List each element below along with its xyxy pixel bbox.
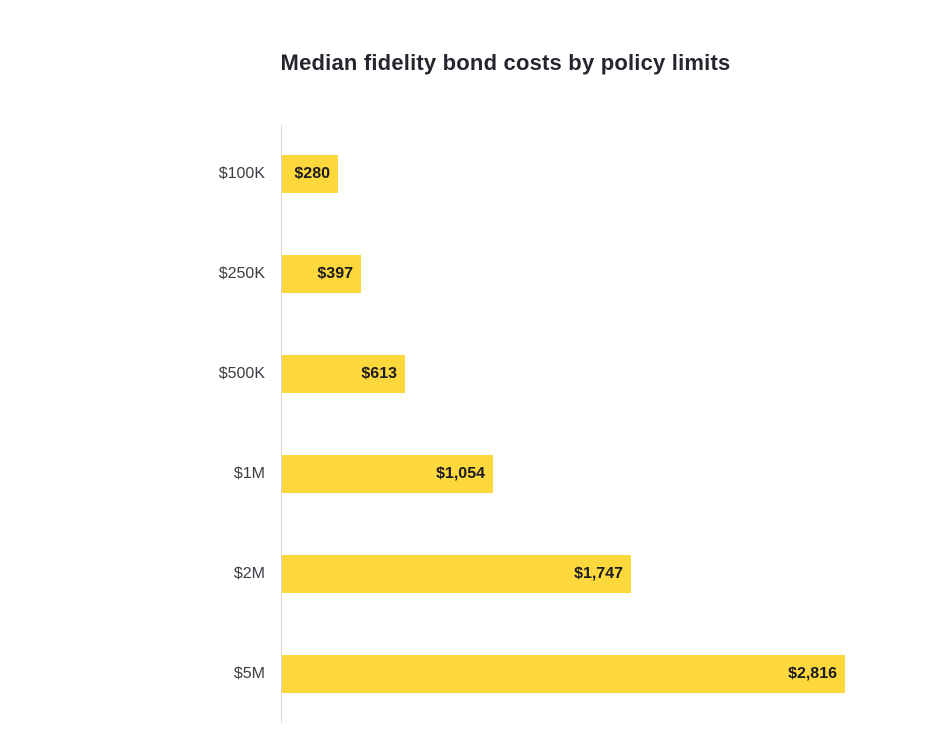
category-label: $100K [218, 165, 265, 182]
y-axis-line [281, 125, 282, 723]
bar-row: $5M $2,816 [0, 655, 935, 693]
bar-row: $250K $397 [0, 255, 935, 293]
bar: $2,816 [282, 655, 845, 693]
category-label: $1M [233, 465, 265, 482]
value-label: $1,747 [574, 565, 623, 582]
category-label: $500K [218, 365, 265, 382]
value-label: $397 [317, 265, 353, 282]
bar-row: $1M $1,054 [0, 455, 935, 493]
chart-title: Median fidelity bond costs by policy lim… [280, 50, 731, 75]
bar-row: $2M $1,747 [0, 555, 935, 593]
bar: $397 [282, 255, 361, 293]
value-label: $2,816 [788, 665, 837, 682]
bar-row: $100K $280 [0, 155, 935, 193]
category-label: $250K [218, 265, 265, 282]
category-label: $5M [233, 665, 265, 682]
bar: $613 [282, 355, 405, 393]
bar: $1,747 [282, 555, 631, 593]
bar: $280 [282, 155, 338, 193]
category-label: $2M [233, 565, 265, 582]
value-label: $1,054 [436, 465, 485, 482]
value-label: $280 [294, 165, 330, 182]
bar-row: $500K $613 [0, 355, 935, 393]
bar: $1,054 [282, 455, 493, 493]
value-label: $613 [361, 365, 397, 382]
